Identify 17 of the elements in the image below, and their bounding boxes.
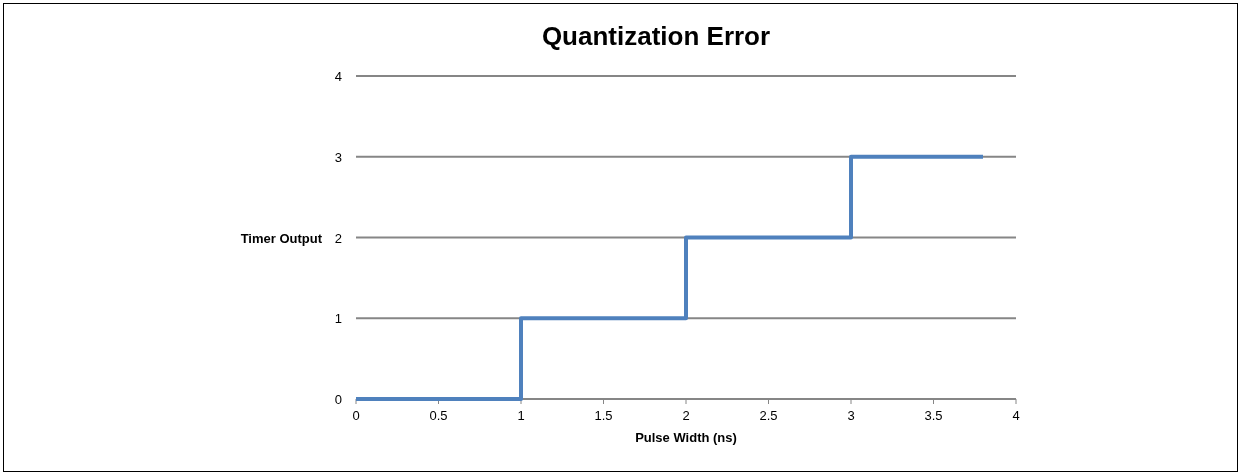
x-tick-label: 2.5 [759, 408, 778, 423]
y-tick-label: 4 [334, 69, 342, 84]
y-tick-label: 2 [334, 230, 342, 246]
y-tick-label: 3 [334, 149, 342, 165]
x-tick-label: 1 [517, 408, 525, 423]
x-tick-label: 0 [352, 408, 360, 423]
x-tick-label: 2 [682, 408, 690, 423]
x-tick-label: 4 [1012, 408, 1020, 423]
y-axis-title: Timer Output [240, 230, 323, 246]
x-tick-label: 0.5 [429, 408, 448, 423]
y-tick-label: 1 [334, 311, 342, 327]
x-tick-label: 3 [847, 408, 855, 423]
y-tick-label: 0 [334, 392, 342, 407]
chart-title: Quantization Error [541, 21, 771, 51]
x-tick-label: 1.5 [594, 408, 613, 423]
x-tick-label: 3.5 [924, 408, 943, 423]
x-axis-title: Pulse Width (ns) [635, 430, 737, 445]
